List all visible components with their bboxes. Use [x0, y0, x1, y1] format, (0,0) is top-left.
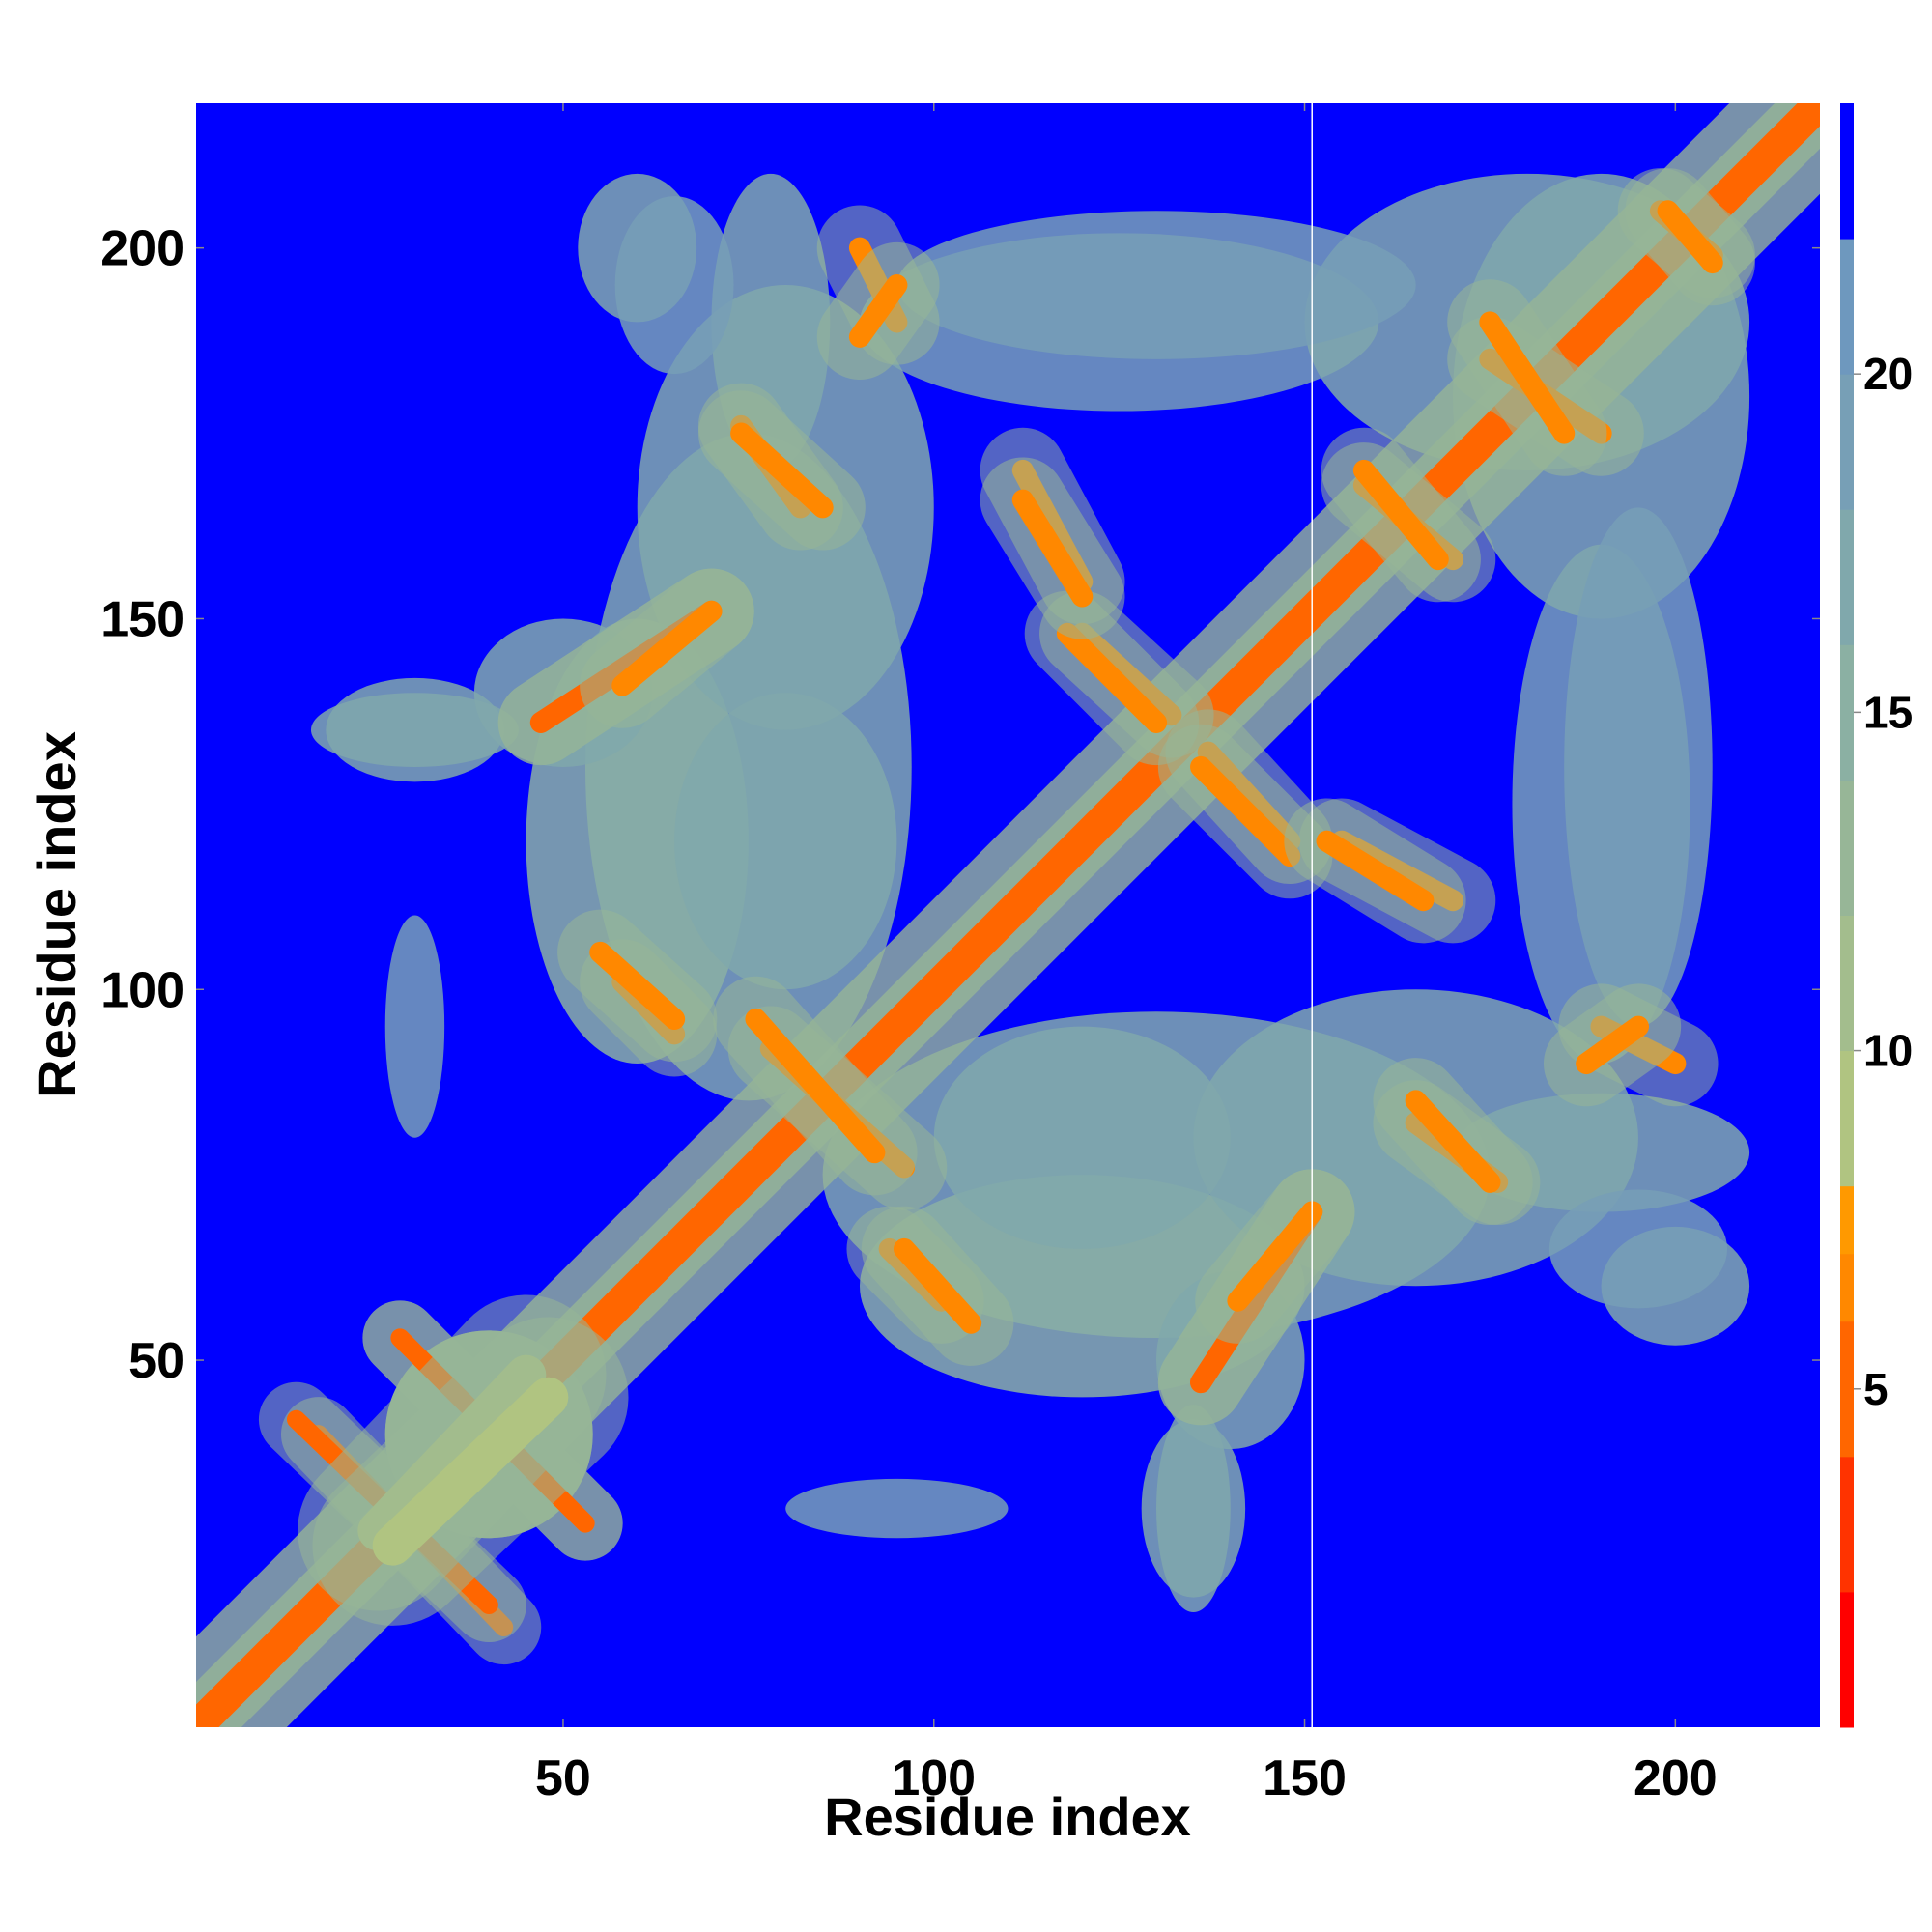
colorbar-tick-label: 15: [1863, 687, 1913, 737]
colorbar-bin: [1840, 915, 1854, 1052]
contact-line: [1056, 622, 1168, 733]
contact-blob: [896, 211, 1416, 359]
contact-blob: [326, 677, 504, 782]
y-tick-label: 50: [128, 1333, 185, 1389]
colorbar-bins: [1840, 103, 1854, 1728]
contact-line: [1190, 755, 1301, 867]
contact-blob: [933, 1026, 1231, 1249]
contact-line: [1576, 1015, 1649, 1075]
x-axis-ticks: 50 100 150 200: [535, 103, 1718, 1806]
y-axis-ticks: 50 100 150 200: [100, 221, 1820, 1389]
colorbar-bin: [1840, 644, 1854, 781]
colorbar-tick-label: 10: [1863, 1026, 1913, 1076]
colorbar-bin: [1840, 1253, 1854, 1322]
contact-blob: [614, 195, 734, 375]
x-tick-label: 200: [1634, 1750, 1718, 1806]
colorbar-bin: [1840, 780, 1854, 916]
contact-line: [745, 1008, 886, 1164]
contact-blob: [785, 1478, 1009, 1539]
contact-blob: [1141, 1419, 1246, 1598]
colorbar-bin: [1840, 1456, 1854, 1593]
contact-line: [589, 941, 686, 1031]
heatmap-cells: [196, 103, 1820, 1727]
colorbar-tick-label: 5: [1863, 1364, 1889, 1414]
colorbar-bin: [1840, 103, 1854, 240]
x-tick-label: 100: [892, 1750, 976, 1806]
contact-line: [1352, 459, 1449, 571]
contact-line: [1227, 1201, 1323, 1312]
contact-blob: [1564, 507, 1713, 1027]
x-axis-label: Residue index: [824, 1786, 1191, 1847]
y-axis-label: Residue index: [26, 731, 87, 1098]
colorbar-bin: [1840, 509, 1854, 645]
colorbar-bin: [1840, 1321, 1854, 1458]
contact-line: [1479, 311, 1576, 444]
colorbar-tick-label: 20: [1863, 349, 1913, 399]
heatmap-plot-area: [196, 103, 1820, 1727]
contact-line: [848, 274, 908, 348]
colorbar-ticks: 5 10 15 20: [1854, 349, 1913, 1414]
colorbar-bin: [1840, 1185, 1854, 1255]
colorbar-bin: [1840, 239, 1854, 375]
colorbar-bin: [1840, 1050, 1854, 1187]
y-tick-label: 200: [100, 221, 185, 277]
contact-line: [611, 600, 723, 696]
x-tick-label: 50: [535, 1750, 591, 1806]
contact-line: [1316, 830, 1435, 912]
contact-blob: [1548, 1189, 1728, 1309]
x-tick-label: 150: [1263, 1750, 1347, 1806]
contact-line: [372, 1377, 569, 1566]
contact-blob: [384, 915, 445, 1138]
contact-line: [1405, 1090, 1501, 1193]
colorbar: 5 10 15 20: [1840, 103, 1913, 1728]
y-tick-label: 100: [100, 962, 185, 1018]
colorbar-bin: [1840, 1591, 1854, 1728]
contact-line: [893, 1237, 982, 1334]
contact-line: [730, 422, 834, 519]
contact-line: [1657, 200, 1723, 274]
colorbar-bin: [1840, 374, 1854, 510]
contact-line: [1011, 489, 1094, 608]
contact-blob: [674, 693, 897, 990]
y-tick-label: 150: [100, 591, 185, 647]
